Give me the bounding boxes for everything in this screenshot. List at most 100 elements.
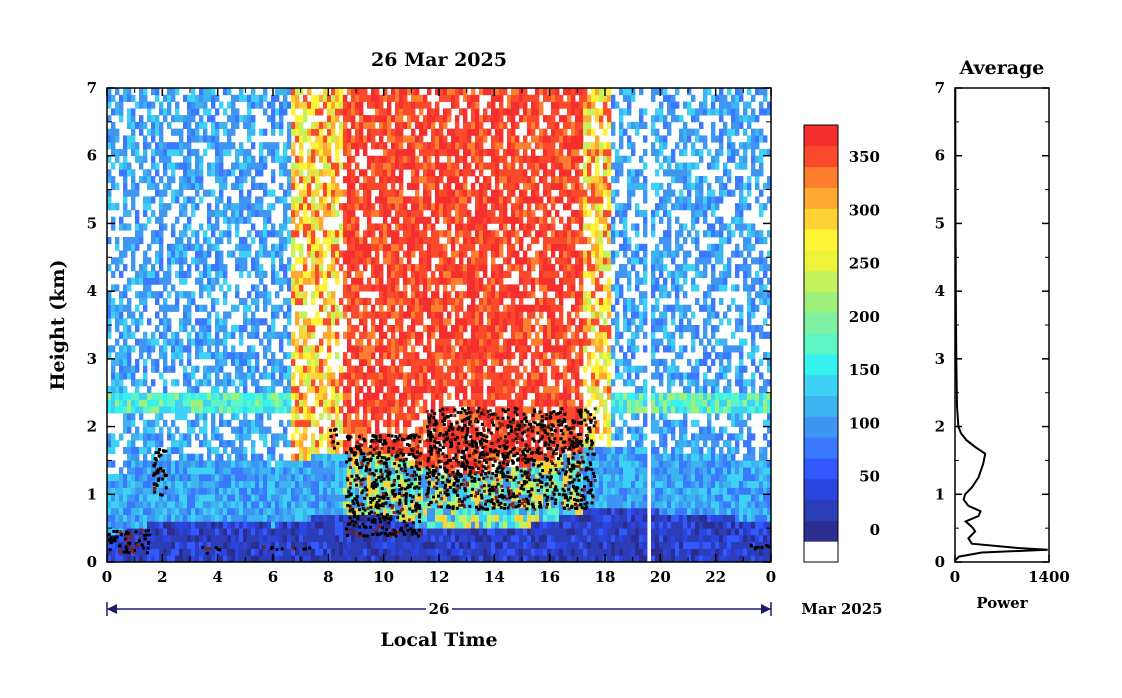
heatmap-cell bbox=[263, 521, 268, 529]
heatmap-cell bbox=[243, 521, 248, 529]
heatmap-cell bbox=[391, 291, 396, 299]
heatmap-cell bbox=[183, 270, 188, 278]
heatmap-cell bbox=[351, 257, 356, 265]
heatmap-cell bbox=[199, 534, 204, 543]
heatmap-cell bbox=[143, 460, 148, 468]
heatmap-cell bbox=[383, 284, 388, 292]
heatmap-cell bbox=[167, 101, 172, 109]
heatmap-cell bbox=[231, 399, 236, 407]
heatmap-cell bbox=[219, 236, 224, 245]
heatmap-cell bbox=[175, 304, 180, 312]
heatmap-cell bbox=[303, 372, 308, 380]
heatmap-cell bbox=[111, 94, 116, 102]
heatmap-cell bbox=[239, 446, 244, 455]
heatmap-cell bbox=[355, 419, 360, 427]
heatmap-cell bbox=[287, 399, 292, 407]
heatmap-cell bbox=[287, 230, 292, 238]
heatmap-cell bbox=[255, 528, 260, 536]
heatmap-cell bbox=[263, 399, 268, 407]
heatmap-cell bbox=[415, 514, 420, 522]
heatmap-cell bbox=[387, 365, 392, 373]
heatmap-cell bbox=[347, 291, 352, 299]
heatmap-cell bbox=[147, 521, 152, 529]
heatmap-cell bbox=[135, 325, 140, 333]
heatmap-cell bbox=[231, 169, 236, 177]
heatmap-cell bbox=[251, 318, 256, 326]
heatmap-cell bbox=[443, 115, 448, 123]
heatmap-cell bbox=[207, 115, 212, 123]
heatmap-cell bbox=[251, 88, 256, 96]
heatmap-cell bbox=[267, 115, 272, 123]
heatmap-cell bbox=[219, 338, 224, 346]
heatmap-cell bbox=[391, 514, 396, 522]
heatmap-cell bbox=[399, 325, 404, 333]
heatmap-cell bbox=[163, 270, 168, 278]
heatmap-cell bbox=[395, 385, 400, 394]
heatmap-cell bbox=[335, 548, 340, 556]
heatmap-cell bbox=[231, 440, 236, 448]
heatmap-cell bbox=[171, 331, 176, 339]
heatmap-cell bbox=[303, 460, 308, 468]
heatmap-cell bbox=[471, 331, 476, 339]
heatmap-cell bbox=[415, 135, 420, 143]
heatmap-cell bbox=[171, 196, 176, 204]
heatmap-cell bbox=[171, 94, 176, 102]
heatmap-cell bbox=[415, 541, 420, 549]
heatmap-cell bbox=[375, 236, 380, 245]
heatmap-cell bbox=[195, 507, 200, 515]
heatmap-cell bbox=[131, 121, 136, 130]
heatmap-cell bbox=[307, 480, 312, 488]
heatmap-cell bbox=[399, 142, 404, 150]
heatmap-cell bbox=[351, 487, 356, 495]
heatmap-cell bbox=[383, 446, 388, 455]
heatmap-cell bbox=[191, 209, 196, 218]
heatmap-cell bbox=[215, 250, 220, 258]
heatmap-cell bbox=[463, 243, 468, 251]
heatmap-cell bbox=[227, 399, 232, 407]
heatmap-cell bbox=[471, 88, 476, 96]
heatmap-cell bbox=[159, 426, 164, 434]
heatmap-cell bbox=[195, 487, 200, 495]
heatmap-cell bbox=[139, 115, 144, 123]
heatmap-cell bbox=[127, 115, 132, 123]
heatmap-cell bbox=[207, 555, 212, 563]
heatmap-cell bbox=[107, 548, 112, 556]
heatmap-cell bbox=[331, 196, 336, 204]
heatmap-cell bbox=[303, 115, 308, 123]
heatmap-cell bbox=[191, 291, 196, 299]
heatmap-cell bbox=[347, 162, 352, 170]
heatmap-cell bbox=[115, 385, 120, 394]
heatmap-cell bbox=[163, 406, 168, 414]
heatmap-cell bbox=[291, 216, 296, 224]
heatmap-cell bbox=[335, 338, 340, 346]
heatmap-cell bbox=[163, 297, 168, 306]
heatmap-cell bbox=[463, 88, 468, 96]
heatmap-cell bbox=[179, 514, 184, 522]
heatmap-cell bbox=[171, 440, 176, 448]
heatmap-cell bbox=[347, 372, 352, 380]
heatmap-cell bbox=[271, 331, 276, 339]
heatmap-cell bbox=[267, 250, 272, 258]
heatmap-cell bbox=[303, 101, 308, 109]
heatmap-cell bbox=[211, 413, 216, 421]
heatmap-cell bbox=[347, 209, 352, 218]
heatmap-cell bbox=[323, 406, 328, 414]
heatmap-cell bbox=[359, 135, 364, 143]
heatmap-cell bbox=[423, 494, 428, 502]
heatmap-cell bbox=[339, 487, 344, 495]
heatmap-cell bbox=[263, 534, 268, 543]
heatmap-cell bbox=[223, 277, 228, 285]
heatmap-cell bbox=[331, 311, 336, 319]
heatmap-cell bbox=[339, 494, 344, 502]
heatmap-cell bbox=[467, 196, 472, 204]
heatmap-cell bbox=[439, 304, 444, 312]
heatmap-cell bbox=[459, 223, 464, 231]
heatmap-cell bbox=[363, 399, 368, 407]
heatmap-cell bbox=[111, 480, 116, 488]
heatmap-cell bbox=[331, 318, 336, 326]
heatmap-cell bbox=[451, 352, 456, 360]
heatmap-cell bbox=[419, 379, 424, 387]
heatmap-cell bbox=[283, 331, 288, 339]
heatmap-cell bbox=[395, 88, 400, 96]
heatmap-cell bbox=[139, 94, 144, 102]
